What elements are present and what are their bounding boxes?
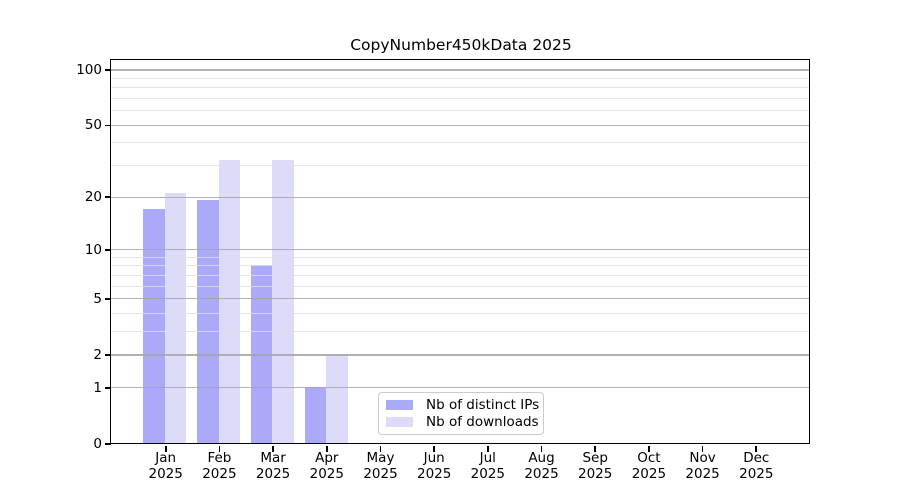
y-tick bbox=[105, 354, 111, 356]
bar-distinct-ips-jan bbox=[143, 209, 165, 444]
legend-swatch-downloads-icon bbox=[386, 417, 413, 428]
plot-area bbox=[110, 59, 811, 445]
x-tick bbox=[433, 445, 436, 452]
y-tick-label: 0 bbox=[93, 436, 102, 452]
x-tick-label-may: May 2025 bbox=[363, 450, 398, 482]
y-tick bbox=[105, 386, 111, 389]
legend-label-distinct-ips: Nb of distinct IPs bbox=[426, 396, 540, 413]
x-tick bbox=[540, 445, 543, 452]
x-tick bbox=[486, 445, 489, 452]
bar-downloads-jan bbox=[164, 192, 187, 444]
legend-label-downloads: Nb of downloads bbox=[426, 414, 539, 431]
x-tick-label-dec: Dec 2025 bbox=[739, 450, 774, 482]
bars-layer bbox=[111, 60, 809, 444]
y-tick bbox=[105, 297, 111, 300]
x-tick bbox=[325, 445, 328, 452]
x-tick-label-nov: Nov 2025 bbox=[685, 450, 720, 482]
bar-downloads-mar bbox=[272, 159, 294, 444]
y-tick-label: 20 bbox=[84, 189, 102, 206]
x-tick bbox=[164, 445, 167, 452]
y-tick-label: 2 bbox=[93, 347, 102, 363]
x-tick-label-mar: Mar 2025 bbox=[255, 450, 291, 482]
y-tick-label: 10 bbox=[84, 241, 102, 258]
y-tick bbox=[105, 124, 111, 127]
bar-distinct-ips-feb bbox=[197, 200, 219, 444]
y-tick-label: 100 bbox=[76, 62, 102, 78]
x-tick bbox=[379, 445, 382, 452]
bar-downloads-apr bbox=[326, 354, 348, 444]
x-tick bbox=[648, 445, 650, 452]
x-tick bbox=[272, 445, 274, 452]
x-tick-label-jan: Jan 2025 bbox=[148, 450, 183, 482]
legend-item-downloads: Nb of downloads bbox=[386, 414, 543, 432]
legend: Nb of distinct IPs Nb of downloads bbox=[378, 392, 544, 435]
x-tick-label-jul: Jul 2025 bbox=[470, 450, 505, 482]
y-tick bbox=[105, 443, 111, 445]
y-tick-label: 50 bbox=[84, 117, 102, 134]
y-tick-label: 5 bbox=[93, 290, 102, 307]
legend-swatch-distinct-ips-icon bbox=[386, 399, 413, 410]
x-tick-label-jun: Jun 2025 bbox=[417, 450, 452, 482]
bar-downloads-feb bbox=[218, 159, 241, 444]
chart-title: CopyNumber450kData 2025 bbox=[350, 36, 572, 54]
x-tick-label-aug: Aug 2025 bbox=[524, 450, 559, 482]
x-tick bbox=[218, 445, 221, 452]
bar-distinct-ips-apr bbox=[304, 387, 326, 444]
x-tick-label-apr: Apr 2025 bbox=[309, 450, 344, 482]
y-tick bbox=[105, 196, 111, 199]
bar-distinct-ips-mar bbox=[250, 265, 273, 444]
y-tick bbox=[105, 69, 111, 71]
x-tick-label-oct: Oct 2025 bbox=[631, 450, 667, 482]
y-tick-label: 1 bbox=[93, 379, 102, 396]
x-tick-label-sep: Sep 2025 bbox=[578, 450, 613, 482]
x-tick bbox=[701, 445, 704, 452]
x-tick bbox=[755, 445, 758, 452]
y-tick bbox=[105, 248, 111, 251]
legend-item-distinct-ips: Nb of distinct IPs bbox=[386, 396, 543, 414]
x-tick bbox=[594, 445, 597, 452]
x-tick-label-feb: Feb 2025 bbox=[202, 450, 237, 482]
